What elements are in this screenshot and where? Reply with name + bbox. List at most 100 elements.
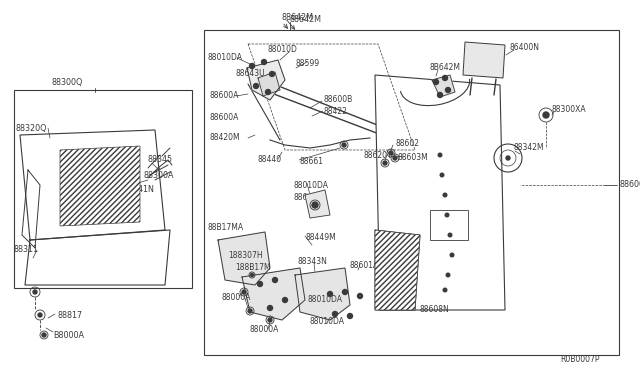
Bar — [430, 210, 468, 240]
Polygon shape — [295, 268, 350, 320]
Polygon shape — [60, 146, 140, 226]
Text: 88342M: 88342M — [513, 144, 543, 153]
Text: 88600A: 88600A — [210, 113, 239, 122]
Circle shape — [448, 233, 452, 237]
Polygon shape — [20, 130, 165, 240]
Text: 86400N: 86400N — [510, 44, 540, 52]
Circle shape — [242, 290, 246, 294]
Text: 88608N: 88608N — [420, 305, 450, 314]
Text: 88642M: 88642M — [290, 16, 322, 25]
Text: 88010DA: 88010DA — [207, 54, 242, 62]
Text: 88601A: 88601A — [350, 260, 380, 269]
Text: 88010DA: 88010DA — [310, 317, 345, 327]
Text: 188307H: 188307H — [228, 250, 262, 260]
Bar — [14, 90, 192, 288]
Circle shape — [312, 202, 318, 208]
Text: B8000A: B8000A — [53, 330, 84, 340]
Text: 88642M: 88642M — [282, 13, 314, 22]
Circle shape — [273, 278, 278, 282]
Text: 88600B: 88600B — [323, 96, 352, 105]
Circle shape — [438, 93, 442, 97]
Circle shape — [433, 80, 438, 84]
Polygon shape — [25, 230, 170, 285]
Polygon shape — [375, 230, 420, 310]
Circle shape — [33, 290, 37, 294]
Text: 88343N: 88343N — [297, 257, 327, 266]
Text: R0B0007P: R0B0007P — [560, 356, 600, 365]
Polygon shape — [218, 232, 270, 285]
Circle shape — [266, 90, 271, 94]
Text: 88661: 88661 — [300, 157, 324, 167]
Text: 188B17M: 188B17M — [235, 263, 271, 273]
Circle shape — [445, 87, 451, 93]
Circle shape — [333, 311, 337, 317]
Polygon shape — [375, 75, 505, 310]
Circle shape — [42, 333, 46, 337]
Polygon shape — [247, 60, 285, 100]
Circle shape — [358, 294, 362, 298]
Polygon shape — [463, 42, 505, 78]
Circle shape — [262, 60, 266, 64]
Circle shape — [442, 76, 447, 80]
Text: 88320Q: 88320Q — [15, 124, 47, 132]
Text: 88300A: 88300A — [143, 170, 173, 180]
Text: 88601A: 88601A — [293, 193, 323, 202]
Circle shape — [348, 314, 353, 318]
Text: 88000A: 88000A — [222, 292, 252, 301]
Text: 88600A: 88600A — [210, 92, 239, 100]
Polygon shape — [305, 190, 330, 218]
Circle shape — [443, 288, 447, 292]
Text: 88422: 88422 — [323, 108, 347, 116]
Circle shape — [443, 193, 447, 197]
Text: 88B17MA: 88B17MA — [207, 224, 243, 232]
Text: 88010D: 88010D — [267, 45, 297, 55]
Circle shape — [250, 273, 253, 276]
Text: 88620Y: 88620Y — [364, 151, 392, 160]
Circle shape — [506, 156, 510, 160]
Circle shape — [446, 273, 450, 277]
Text: 88440: 88440 — [257, 155, 281, 164]
Text: 88599: 88599 — [296, 58, 320, 67]
Text: 88602: 88602 — [396, 138, 420, 148]
Circle shape — [328, 292, 333, 296]
Circle shape — [450, 253, 454, 257]
Text: 88300Q: 88300Q — [52, 78, 83, 87]
Circle shape — [253, 83, 259, 89]
Circle shape — [268, 318, 272, 322]
Circle shape — [389, 151, 393, 155]
Text: 8B642M: 8B642M — [430, 64, 461, 73]
Text: 88345: 88345 — [148, 154, 173, 164]
Circle shape — [440, 173, 444, 177]
Polygon shape — [375, 230, 420, 310]
Polygon shape — [258, 72, 280, 96]
Text: 88603M: 88603M — [398, 154, 429, 163]
Circle shape — [445, 213, 449, 217]
Text: 88010DA: 88010DA — [293, 180, 328, 189]
Circle shape — [268, 305, 273, 311]
Polygon shape — [242, 268, 305, 320]
Circle shape — [438, 153, 442, 157]
Text: 88311: 88311 — [14, 246, 39, 254]
Bar — [204, 30, 619, 355]
Text: 88010DA: 88010DA — [307, 295, 342, 305]
Polygon shape — [22, 170, 40, 248]
Text: 88643U: 88643U — [235, 70, 264, 78]
Circle shape — [543, 112, 549, 118]
Polygon shape — [432, 75, 455, 97]
Circle shape — [342, 289, 348, 295]
Text: 88000A: 88000A — [249, 326, 278, 334]
Circle shape — [269, 71, 275, 77]
Circle shape — [383, 161, 387, 165]
Circle shape — [342, 143, 346, 147]
Text: 88341N: 88341N — [123, 186, 154, 195]
Circle shape — [282, 298, 287, 302]
Circle shape — [393, 156, 397, 160]
Circle shape — [248, 309, 252, 313]
Text: 88300XA: 88300XA — [552, 106, 587, 115]
Text: 88817: 88817 — [58, 311, 83, 321]
Circle shape — [250, 64, 255, 68]
Text: 88449M: 88449M — [305, 232, 336, 241]
Circle shape — [257, 282, 262, 286]
Text: 88600Q: 88600Q — [620, 180, 640, 189]
Circle shape — [38, 313, 42, 317]
